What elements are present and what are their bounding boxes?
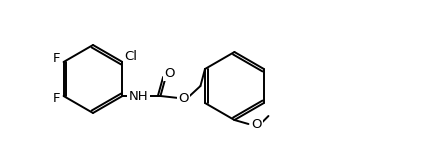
Text: F: F xyxy=(53,52,60,66)
Text: NH: NH xyxy=(129,89,148,103)
Text: O: O xyxy=(178,91,189,104)
Text: O: O xyxy=(164,67,175,79)
Text: F: F xyxy=(53,91,60,104)
Text: O: O xyxy=(251,118,262,131)
Text: Cl: Cl xyxy=(124,51,137,64)
